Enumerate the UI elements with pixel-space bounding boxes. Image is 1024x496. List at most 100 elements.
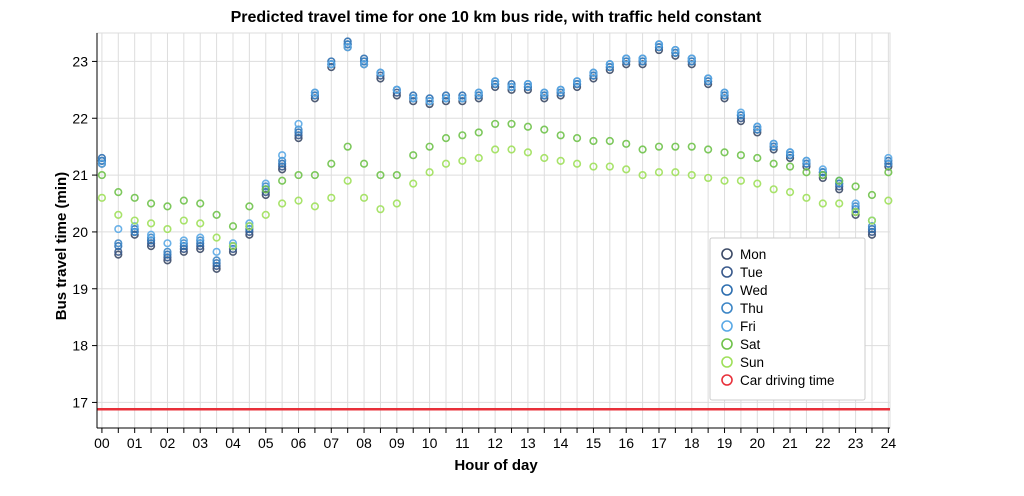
- point-wed: [97, 153, 107, 163]
- point-mon: [523, 85, 533, 94]
- legend-label-car-driving-time: Car driving time: [740, 373, 835, 388]
- point-mon: [769, 145, 778, 154]
- point-fri: [785, 148, 795, 157]
- point-sun: [212, 233, 221, 242]
- point-wed: [441, 91, 451, 100]
- point-mon: [409, 97, 418, 106]
- point-fri: [556, 85, 565, 94]
- point-sat: [704, 145, 713, 154]
- point-mon: [294, 134, 303, 143]
- point-fri: [97, 159, 107, 168]
- point-mon: [867, 230, 877, 239]
- point-mon: [540, 94, 549, 103]
- y-tick-label: 18: [72, 338, 88, 354]
- point-fri: [310, 88, 320, 97]
- point-mon: [785, 153, 795, 163]
- point-fri: [687, 54, 696, 63]
- point-thu: [802, 159, 811, 168]
- point-fri: [212, 247, 221, 256]
- point-sun: [343, 176, 352, 185]
- point-fri: [441, 94, 451, 103]
- point-mon: [818, 173, 827, 183]
- point-thu: [556, 88, 565, 97]
- point-sat: [572, 134, 582, 143]
- point-sat: [491, 119, 500, 129]
- point-tue: [392, 88, 401, 97]
- point-wed: [409, 91, 418, 100]
- point-fri: [146, 230, 156, 239]
- point-sat: [654, 142, 664, 151]
- point-wed: [327, 57, 336, 66]
- point-sat: [589, 136, 598, 146]
- point-sat: [556, 131, 565, 140]
- point-fri: [359, 60, 369, 69]
- point-sun: [753, 179, 762, 188]
- point-fri: [343, 43, 352, 52]
- point-sun: [687, 170, 696, 180]
- point-sat: [179, 196, 188, 205]
- point-wed: [884, 156, 893, 165]
- point-thu: [130, 227, 139, 237]
- x-tick-label: 04: [225, 435, 241, 451]
- point-sat: [818, 170, 827, 180]
- x-tick-label: 17: [651, 435, 667, 451]
- point-fri: [540, 88, 549, 97]
- point-fri: [851, 199, 860, 208]
- x-tick-label: 22: [815, 435, 831, 451]
- point-sun: [507, 145, 516, 154]
- legend-symbol-wed: [721, 284, 733, 296]
- point-sun: [835, 199, 844, 208]
- point-fri: [474, 88, 483, 97]
- point-thu: [851, 202, 860, 211]
- point-fri: [261, 179, 270, 188]
- point-mon: [507, 85, 516, 94]
- legend-symbol-sat: [721, 338, 733, 350]
- point-tue: [114, 247, 123, 256]
- point-thu: [622, 57, 631, 66]
- point-fri: [572, 77, 582, 86]
- x-tick-label: 13: [520, 435, 536, 451]
- point-sun: [261, 210, 270, 219]
- y-tick-label: 19: [72, 281, 88, 297]
- point-sat: [294, 170, 303, 180]
- point-mon: [638, 60, 647, 69]
- point-sat: [245, 202, 254, 211]
- point-wed: [196, 239, 205, 248]
- x-tick-label: 20: [749, 435, 765, 451]
- point-sat: [785, 162, 795, 171]
- legend-label-sun: Sun: [740, 355, 764, 370]
- point-sat: [540, 125, 549, 134]
- point-mon: [228, 247, 238, 256]
- point-sat: [605, 136, 614, 146]
- point-thu: [179, 239, 188, 248]
- point-sun: [605, 162, 614, 171]
- point-sat: [851, 182, 860, 191]
- point-mon: [720, 94, 729, 103]
- x-tick-label: 14: [553, 435, 569, 451]
- x-axis-title: Hour of day: [454, 457, 538, 474]
- point-sat: [327, 159, 336, 168]
- point-sun: [392, 199, 401, 208]
- point-fri: [458, 94, 467, 103]
- point-mon: [671, 51, 680, 60]
- point-mon: [491, 82, 500, 92]
- x-tick-label: 18: [684, 435, 700, 451]
- point-sun: [327, 193, 336, 202]
- x-tick-label: 03: [192, 435, 208, 451]
- point-thu: [638, 57, 647, 66]
- point-sat: [343, 142, 352, 151]
- point-thu: [540, 91, 549, 100]
- x-tick-label: 11: [455, 435, 470, 451]
- point-wed: [130, 224, 139, 234]
- point-sun: [769, 185, 778, 194]
- point-sun: [540, 153, 549, 163]
- point-sun: [572, 159, 582, 168]
- legend-box: [709, 237, 866, 401]
- point-mon: [572, 82, 582, 92]
- point-thu: [720, 91, 729, 100]
- legend-symbol-mon: [721, 248, 733, 260]
- point-sun: [851, 207, 860, 217]
- point-sat: [278, 176, 287, 185]
- point-sun: [785, 188, 795, 197]
- point-mon: [753, 128, 762, 137]
